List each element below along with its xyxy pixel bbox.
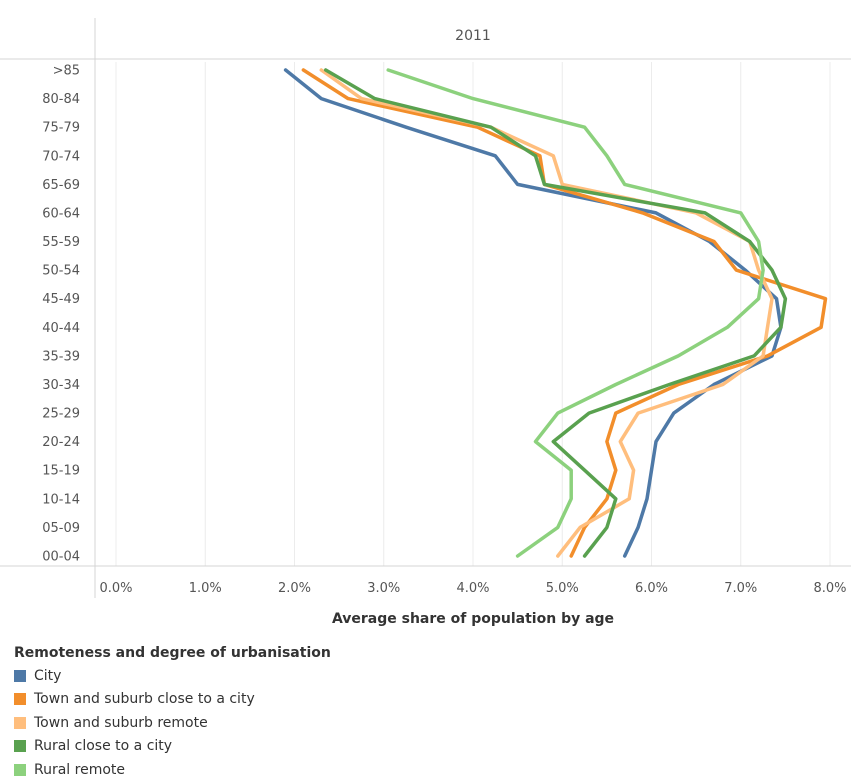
x-tick-label: 1.0%: [189, 581, 222, 596]
y-tick-label: >85: [53, 64, 80, 79]
series-lines: [283, 68, 828, 558]
legend-label: Town and suburb remote: [34, 714, 208, 731]
legend-swatch: [14, 693, 26, 706]
y-tick-label: 10-14: [42, 492, 80, 507]
y-tick-label: 05-09: [42, 521, 80, 536]
x-tick-label: 5.0%: [546, 581, 579, 596]
panel-title: 2011: [455, 28, 491, 44]
series-line-4[interactable]: [386, 68, 765, 558]
legend-label: Rural close to a city: [34, 738, 173, 755]
legend-swatch: [14, 740, 26, 753]
x-tick-label: 0.0%: [99, 581, 132, 596]
y-tick-label: 75-79: [42, 121, 80, 136]
y-tick-label: 15-19: [42, 464, 80, 479]
y-tick-label: 70-74: [42, 149, 80, 164]
y-tick-label: 25-29: [42, 407, 80, 422]
legend-item-city[interactable]: City: [14, 664, 331, 688]
y-tick-label: 00-04: [42, 550, 80, 565]
legend-label: Town and suburb close to a city: [34, 691, 255, 708]
y-tick-label: 65-69: [42, 178, 80, 193]
legend-item-rural-close[interactable]: Rural close to a city: [14, 735, 331, 759]
y-tick-label: 55-59: [42, 235, 80, 250]
x-tick-label: 4.0%: [456, 581, 489, 596]
legend-item-town-close[interactable]: Town and suburb close to a city: [14, 688, 331, 712]
legend-item-rural-remote[interactable]: Rural remote: [14, 758, 331, 782]
y-tick-label: 60-64: [42, 206, 80, 221]
series-line-3[interactable]: [323, 68, 788, 558]
x-axis-title: Average share of population by age: [332, 611, 614, 627]
axes: [0, 18, 851, 598]
x-tick-label: 6.0%: [635, 581, 668, 596]
legend: Remoteness and degree of urbanisation Ci…: [14, 645, 331, 782]
x-tick-labels: 0.0% 1.0% 2.0% 3.0% 4.0% 5.0% 6.0% 7.0% 8.0%: [99, 581, 846, 596]
legend-title: Remoteness and degree of urbanisation: [14, 645, 331, 661]
series-line-1[interactable]: [301, 68, 828, 558]
legend-swatch: [14, 763, 26, 776]
x-tick-label: 7.0%: [724, 581, 757, 596]
gridlines: [115, 62, 831, 566]
legend-label: Rural remote: [34, 761, 126, 778]
x-tick-label: 8.0%: [813, 581, 846, 596]
y-tick-label: 30-34: [42, 378, 80, 393]
y-tick-labels: 00-04 05-09 10-14 15-19 20-24 25-29 30-34 35-39…: [42, 64, 80, 565]
y-tick-label: 20-24: [42, 435, 80, 450]
y-tick-label: 45-49: [42, 292, 80, 307]
y-tick-label: 50-54: [42, 264, 80, 279]
series-line-0[interactable]: [283, 68, 783, 558]
line-chart: 00-04 05-09 10-14 15-19 20-24 25-29 30-34 35-39…: [0, 18, 851, 627]
y-tick-label: 35-39: [42, 349, 80, 364]
y-tick-label: 80-84: [42, 92, 80, 107]
series-line-2[interactable]: [319, 68, 774, 558]
y-tick-label: 40-44: [42, 321, 80, 336]
legend-item-town-remote[interactable]: Town and suburb remote: [14, 711, 331, 735]
x-tick-label: 2.0%: [278, 581, 311, 596]
legend-swatch: [14, 669, 26, 682]
legend-label: City: [34, 667, 62, 684]
legend-swatch: [14, 716, 26, 729]
x-tick-label: 3.0%: [367, 581, 400, 596]
